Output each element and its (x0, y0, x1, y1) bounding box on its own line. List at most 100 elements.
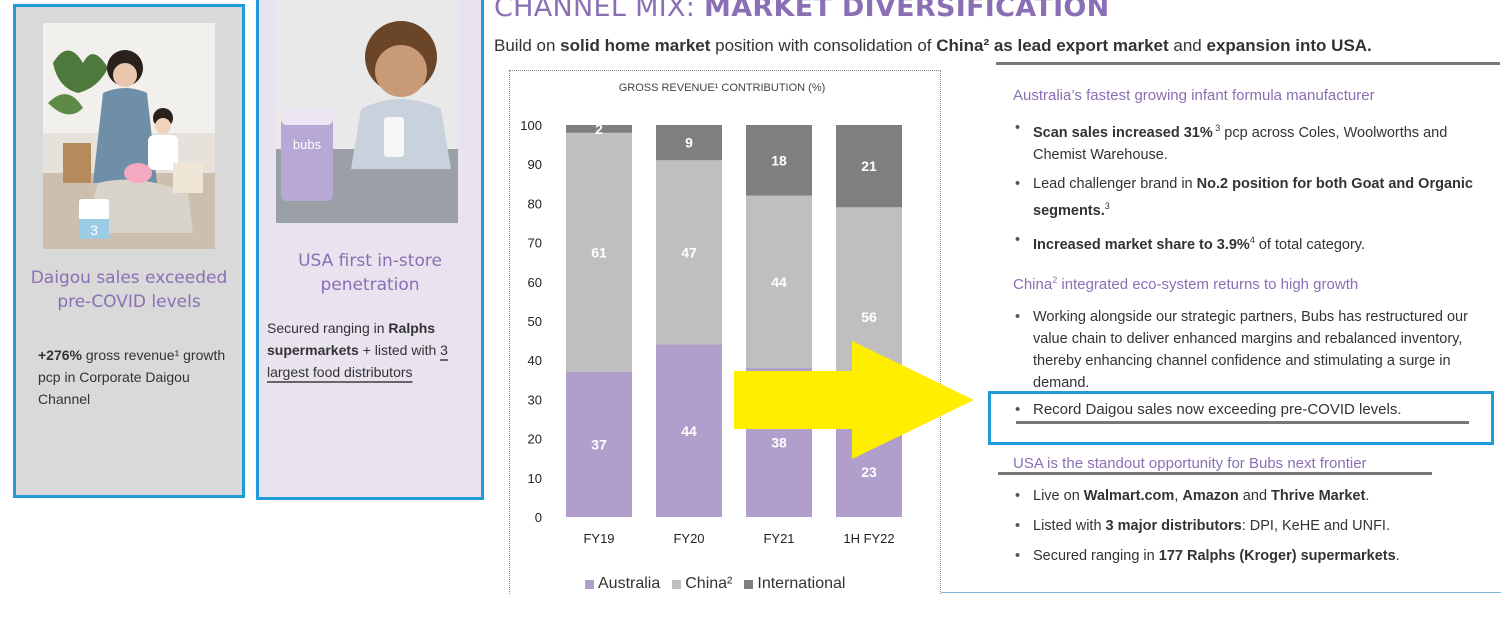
china-head-1: China (1013, 276, 1053, 293)
bar-china (566, 132, 632, 372)
title-bold: MARKET DIVERSIFICATION (704, 0, 1110, 23)
y-tick-label: 40 (528, 353, 542, 368)
bar-australia (656, 344, 722, 517)
usa-distributors: 3 largest food distributors (267, 342, 448, 380)
scan-sales-rest: pcp across Coles, Woolworths and Chemist… (1033, 124, 1448, 163)
legend-item-australia: Australia (585, 575, 660, 593)
legend-label-international: International (757, 575, 846, 592)
usa-walmart: Walmart.com (1083, 488, 1175, 504)
usa-ranging-2: . (1395, 548, 1400, 564)
revenue-chart: GROSS REVENUE¹ CONTRIBUTION (%) 0 10 20 30 40… (509, 70, 941, 594)
usa-body: Secured ranging in Ralphs supermarkets +… (267, 317, 479, 383)
child-drinking-milk-photo: bubs (276, 0, 458, 223)
data-label: 47 (681, 244, 697, 260)
usa-listed-1: Listed with (1033, 518, 1106, 534)
subtitle-part-1: Build on (494, 36, 561, 55)
y-tick-label: 0 (535, 510, 542, 525)
list-item: Working alongside our strategic partners… (1013, 306, 1483, 394)
usa-body-text-1: Secured ranging in (267, 320, 389, 336)
section-usa-head: USA is the standout opportunity for Bubs… (1013, 455, 1367, 472)
usa-panel: bubs USA first in-store penetration Secu… (256, 0, 484, 500)
usa-live-4: . (1365, 488, 1370, 504)
legend-label-china: China² (685, 575, 733, 592)
svg-text:3: 3 (90, 222, 98, 238)
x-tick-label: 1H FY22 (843, 531, 894, 546)
section-australia-head: Australia’s fastest growing infant formu… (1013, 87, 1375, 104)
y-tick-label: 90 (528, 157, 542, 172)
y-tick-label: 20 (528, 432, 542, 447)
australia-bullets: Scan sales increased 31% 3 pcp across Co… (1013, 117, 1483, 262)
x-tick-label: FY21 (763, 531, 794, 546)
y-tick-label: 30 (528, 392, 542, 407)
china-head-2: integrated eco-system returns to high gr… (1057, 276, 1359, 293)
subtitle-underline (996, 62, 1500, 65)
challenger-footnote: 3 (1104, 200, 1110, 211)
subtitle-part-6: expansion into USA. (1206, 36, 1372, 55)
subtitle-part-5: and (1168, 36, 1207, 55)
usa-ranging-1: Secured ranging in (1033, 548, 1159, 564)
list-item: Live on Walmart.com, Amazon and Thrive M… (1013, 485, 1493, 507)
usa-live-2: , (1174, 488, 1183, 504)
legend-swatch-china (672, 579, 682, 589)
challenger-bold: No.2 position for both Goat and Organic … (1033, 175, 1473, 219)
bar-australia (566, 371, 632, 517)
data-label: 61 (591, 244, 607, 260)
right-divider (941, 592, 1501, 593)
highlight-box (988, 391, 1494, 445)
highlight-underline (1016, 421, 1469, 424)
page-subtitle: Build on solid home market position with… (494, 36, 1372, 56)
data-label: 38 (771, 435, 787, 451)
y-tick-label: 80 (528, 196, 542, 211)
daigou-body-text: gross revenue¹ growth pcp in Corporate D… (38, 347, 226, 407)
y-tick-label: 10 (528, 471, 542, 486)
data-label: 18 (771, 152, 787, 168)
page-title: CHANNEL MIX: MARKET DIVERSIFICATION (494, 0, 1110, 23)
usa-title: USA first in-store penetration (298, 251, 442, 295)
list-item: Listed with 3 major distributors: DPI, K… (1013, 515, 1493, 537)
chart-legend: Australia China² International (585, 575, 845, 593)
scan-sales-footnote: 3 (1212, 123, 1221, 133)
data-label: 21 (861, 158, 877, 174)
subtitle-part-2: solid home market (560, 36, 711, 55)
bar-china (746, 195, 812, 369)
y-tick-label: 70 (528, 236, 542, 251)
data-label: 44 (681, 423, 697, 439)
usa-bullets: Live on Walmart.com, Amazon and Thrive M… (1013, 485, 1493, 574)
data-label: 56 (861, 309, 877, 325)
daigou-body: +276% gross revenue¹ growth pcp in Corpo… (38, 344, 238, 410)
legend-item-international: International (744, 575, 845, 593)
market-share-bold: Increased market share to 3.9% (1033, 236, 1250, 253)
scan-sales-bold: Scan sales increased 31% (1033, 124, 1213, 141)
yellow-arrow-icon (734, 341, 974, 459)
china-strategy-text: Working alongside our strategic partners… (1033, 309, 1468, 391)
daigou-record-highlight: Record Daigou sales now exceeding pre-CO… (1013, 401, 1402, 418)
list-item: Increased market share to 3.9%4 of total… (1013, 229, 1483, 256)
list-item: Lead challenger brand in No.2 position f… (1013, 173, 1483, 222)
revenue-chart-svg: GROSS REVENUE¹ CONTRIBUTION (%) 0 10 20 30 40… (520, 82, 902, 546)
y-tick-label: 60 (528, 275, 542, 290)
legend-item-china: China² (672, 575, 732, 593)
x-tick-label: FY20 (673, 531, 704, 546)
legend-label-australia: Australia (598, 575, 661, 592)
section-china-head: China2 integrated eco-system returns to … (1013, 275, 1358, 293)
data-label: 37 (591, 436, 607, 452)
list-item: Scan sales increased 31% 3 pcp across Co… (1013, 117, 1483, 166)
subtitle-part-4: China² as lead export market (936, 36, 1169, 55)
usa-thrive: Thrive Market (1271, 488, 1366, 504)
mother-child-photo: 3 (43, 23, 215, 249)
usa-amazon: Amazon (1182, 488, 1239, 504)
chart-title: GROSS REVENUE¹ CONTRIBUTION (%) (619, 82, 826, 94)
legend-swatch-australia (585, 579, 594, 589)
daigou-growth-value: +276% (38, 347, 82, 363)
usa-ralphs-bold: 177 Ralphs (Kroger) supermarkets (1158, 548, 1396, 564)
usa-head-underline (998, 472, 1432, 475)
y-tick-label: 50 (528, 314, 542, 329)
usa-live-1: Live on (1033, 488, 1084, 504)
bar-international (836, 125, 902, 208)
x-tick-label: FY19 (583, 531, 614, 546)
market-share-footnote: 4 (1249, 234, 1255, 245)
y-tick-label: 100 (520, 118, 542, 133)
bar-international (656, 125, 722, 161)
bar-international (746, 125, 812, 196)
child-illustration: bubs (276, 0, 458, 223)
